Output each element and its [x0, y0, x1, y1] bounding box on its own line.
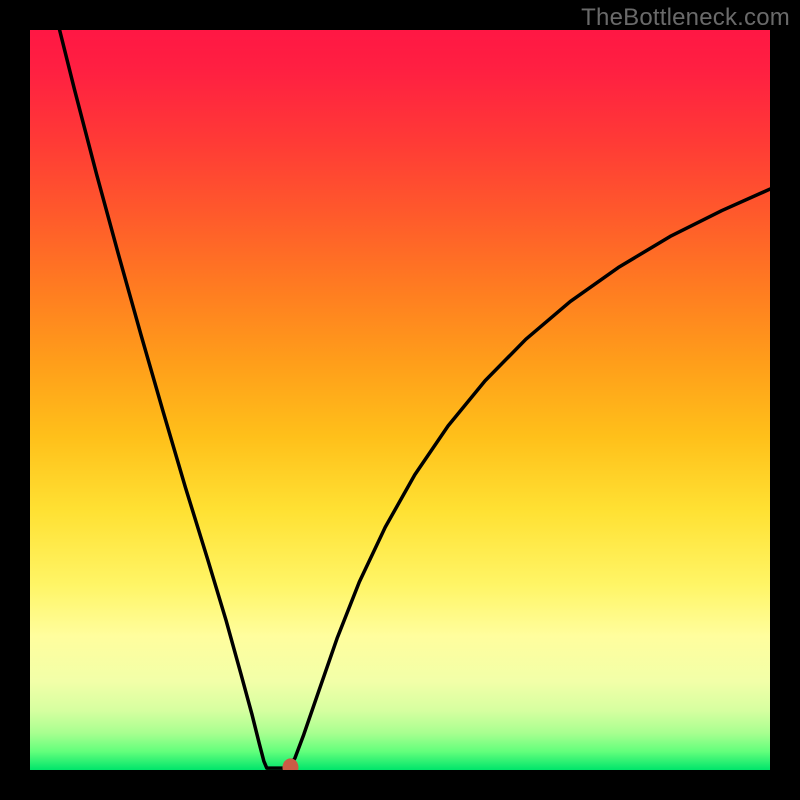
watermark-text: TheBottleneck.com: [581, 4, 790, 32]
gradient-background: [30, 30, 770, 770]
plot-area: [30, 30, 770, 770]
chart-container: TheBottleneck.com: [0, 0, 800, 800]
plot-svg: [30, 30, 770, 770]
